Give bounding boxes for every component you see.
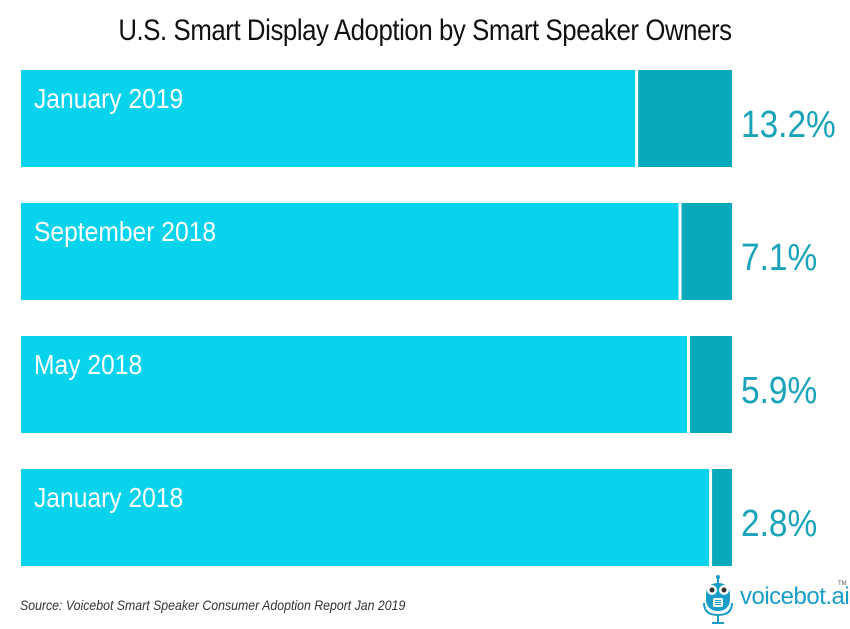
category-label: May 2018 — [34, 349, 142, 381]
logo-wordmark: voicebot.ai — [740, 583, 850, 610]
category-label: September 2018 — [34, 216, 216, 248]
bar-remainder-segment — [21, 469, 710, 566]
value-label: 2.8% — [741, 502, 817, 544]
value-label: 5.9% — [741, 369, 817, 411]
bar-remainder-segment — [21, 336, 688, 433]
value-label: 7.1% — [741, 236, 817, 278]
bar-value-segment — [712, 469, 732, 566]
bar-value-segment — [690, 336, 732, 433]
logo-trademark: TM — [838, 581, 847, 587]
category-label: January 2019 — [34, 83, 183, 115]
bar-remainder-segment — [21, 70, 636, 167]
value-label: 13.2% — [741, 103, 836, 145]
bar-value-segment — [681, 203, 732, 300]
voicebot-logo: voicebot.ai TM — [700, 575, 850, 625]
source-note: Source: Voicebot Smart Speaker Consumer … — [20, 597, 406, 613]
chart-title: U.S. Smart Display Adoption by Smart Spe… — [118, 14, 732, 47]
bar-value-segment — [638, 70, 732, 167]
category-label: January 2018 — [34, 482, 183, 514]
robot-microphone-icon — [703, 575, 733, 624]
bar-remainder-segment — [21, 203, 679, 300]
